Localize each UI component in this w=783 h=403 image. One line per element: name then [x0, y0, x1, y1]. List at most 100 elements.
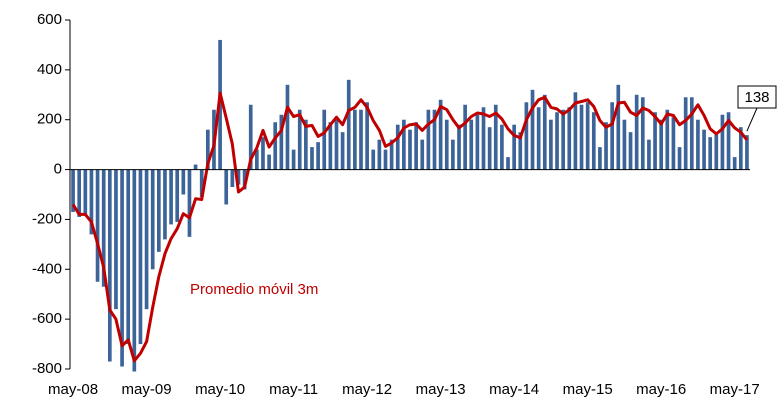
y-tick-label: 0 [54, 161, 62, 178]
bar [383, 149, 388, 170]
bar [304, 119, 308, 170]
bar [408, 129, 412, 170]
bar [475, 114, 480, 170]
bar [248, 104, 253, 170]
bar [359, 109, 363, 170]
y-tick-label: -200 [32, 210, 62, 227]
bar [512, 124, 516, 170]
y-tick-label: 200 [37, 111, 62, 128]
bar [493, 104, 498, 170]
bar [285, 84, 290, 170]
bar [95, 169, 100, 282]
bar [469, 119, 474, 170]
x-tick-label: may-17 [710, 381, 760, 398]
bar [77, 169, 82, 217]
bar [291, 149, 296, 170]
bar [647, 139, 651, 170]
bar [549, 119, 553, 170]
y-tick-label: -800 [32, 360, 62, 377]
bar [530, 89, 535, 170]
bar [451, 139, 455, 170]
label-leader [746, 107, 758, 132]
bar [279, 114, 284, 170]
x-tick-label: may-16 [636, 381, 686, 398]
bar [187, 169, 192, 237]
bar [242, 169, 247, 190]
x-tick-label: may-14 [489, 381, 539, 398]
data-label: 138 [744, 89, 769, 106]
bar [316, 142, 320, 170]
bar [610, 102, 614, 170]
bar [542, 94, 547, 170]
bar [708, 137, 713, 170]
bar [310, 147, 314, 170]
bar [402, 119, 406, 170]
bar [604, 122, 608, 170]
bar [738, 127, 743, 170]
bar [481, 107, 486, 170]
bar [132, 169, 137, 372]
bar [689, 97, 694, 170]
bar [261, 137, 265, 170]
x-tick-label: may-08 [48, 381, 98, 398]
bar [365, 102, 369, 170]
bar [500, 124, 504, 170]
y-tick-label: 600 [37, 11, 62, 28]
bar [426, 109, 431, 170]
bar [555, 112, 559, 170]
bar [414, 122, 418, 170]
bar [328, 122, 333, 170]
bar [487, 127, 492, 170]
bar [340, 132, 345, 170]
bar [579, 104, 584, 170]
bar [463, 104, 467, 170]
x-tick-label: may-10 [195, 381, 245, 398]
bar [138, 169, 143, 345]
bar [506, 157, 510, 170]
bar [628, 132, 633, 170]
bar [83, 169, 88, 215]
bar [714, 134, 719, 170]
bar [677, 147, 682, 170]
bar [389, 139, 394, 170]
bar [659, 119, 664, 170]
bar [114, 169, 118, 310]
bar [156, 169, 161, 252]
bar [144, 169, 149, 310]
bar [702, 129, 706, 170]
bar [665, 109, 670, 170]
bar [634, 94, 639, 170]
x-tick-label: may-09 [122, 381, 172, 398]
bar [346, 79, 351, 170]
bar [322, 109, 327, 170]
bar [193, 164, 198, 170]
bar [696, 119, 700, 170]
bar [671, 117, 676, 170]
bar [120, 169, 124, 367]
bar [745, 135, 749, 170]
bar [126, 169, 131, 345]
bar [101, 169, 106, 287]
bar [438, 99, 443, 170]
bar [377, 139, 382, 170]
bar [536, 107, 541, 170]
bar [457, 124, 461, 170]
x-tick-label: may-12 [342, 381, 392, 398]
bar [395, 124, 400, 170]
bar [255, 149, 259, 170]
x-tick-label: may-11 [269, 381, 318, 398]
bar [591, 112, 596, 170]
bar [353, 109, 357, 170]
bar [420, 139, 425, 170]
bar [585, 102, 590, 170]
bar [163, 169, 167, 240]
bar [683, 97, 688, 170]
bar [720, 114, 725, 170]
bar [175, 169, 180, 222]
bar [267, 154, 271, 170]
bar [297, 109, 302, 170]
bar [371, 149, 376, 170]
bar [616, 84, 621, 170]
y-tick-label: -400 [32, 260, 62, 277]
